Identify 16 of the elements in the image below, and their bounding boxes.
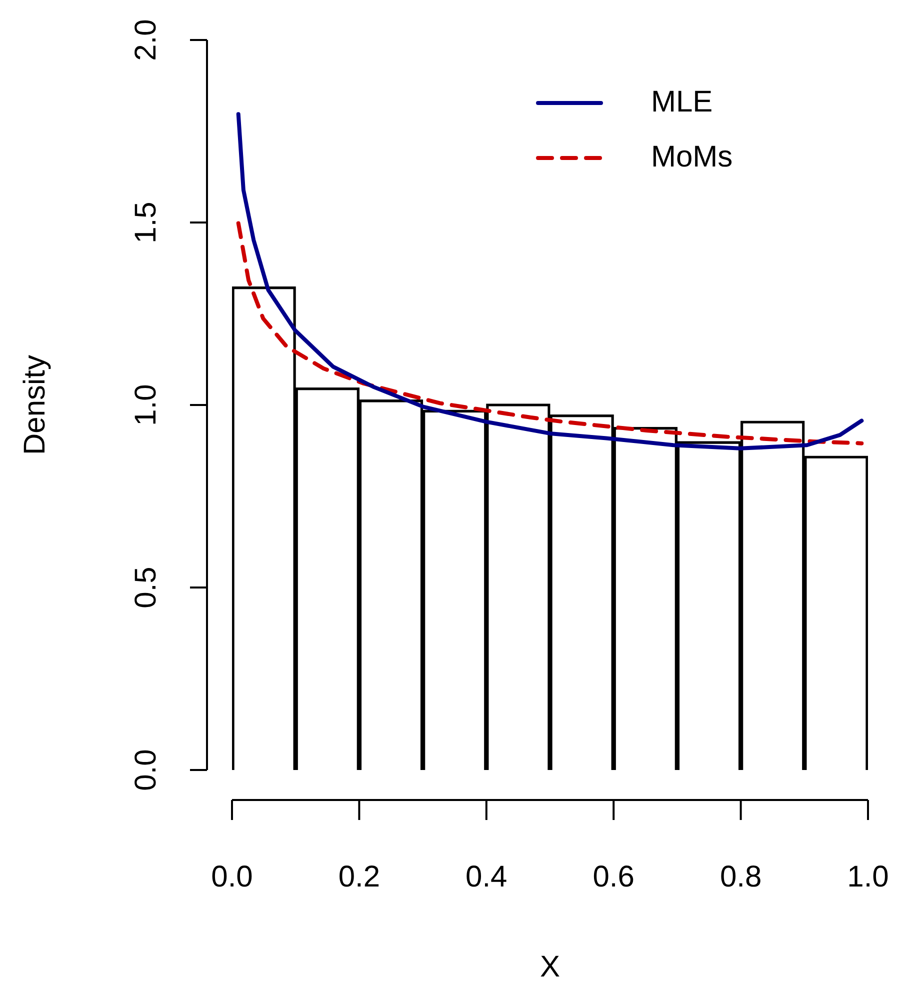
y-tick-label: 1.5: [129, 202, 162, 244]
x-tick-label: 1.0: [847, 860, 889, 894]
line-series: [236, 221, 864, 446]
legend-label: MLE: [651, 85, 713, 118]
y-axis-title: Density: [18, 354, 52, 456]
x-tick-label: 0.2: [338, 860, 380, 894]
x-tick-label: 0.4: [466, 860, 508, 894]
y-tick-label: 0.5: [129, 566, 162, 608]
legend-label: MoMs: [651, 140, 733, 174]
y-tick-label: 1.0: [129, 384, 162, 426]
y-tick-label: 2.0: [129, 19, 162, 61]
x-tick-label: 0.6: [592, 860, 634, 894]
x-tick-label: 0.0: [211, 860, 253, 894]
y-tick-label: 0.0: [129, 749, 162, 791]
x-tick-label: 0.8: [720, 860, 762, 894]
x-axis-title: X: [540, 950, 560, 984]
